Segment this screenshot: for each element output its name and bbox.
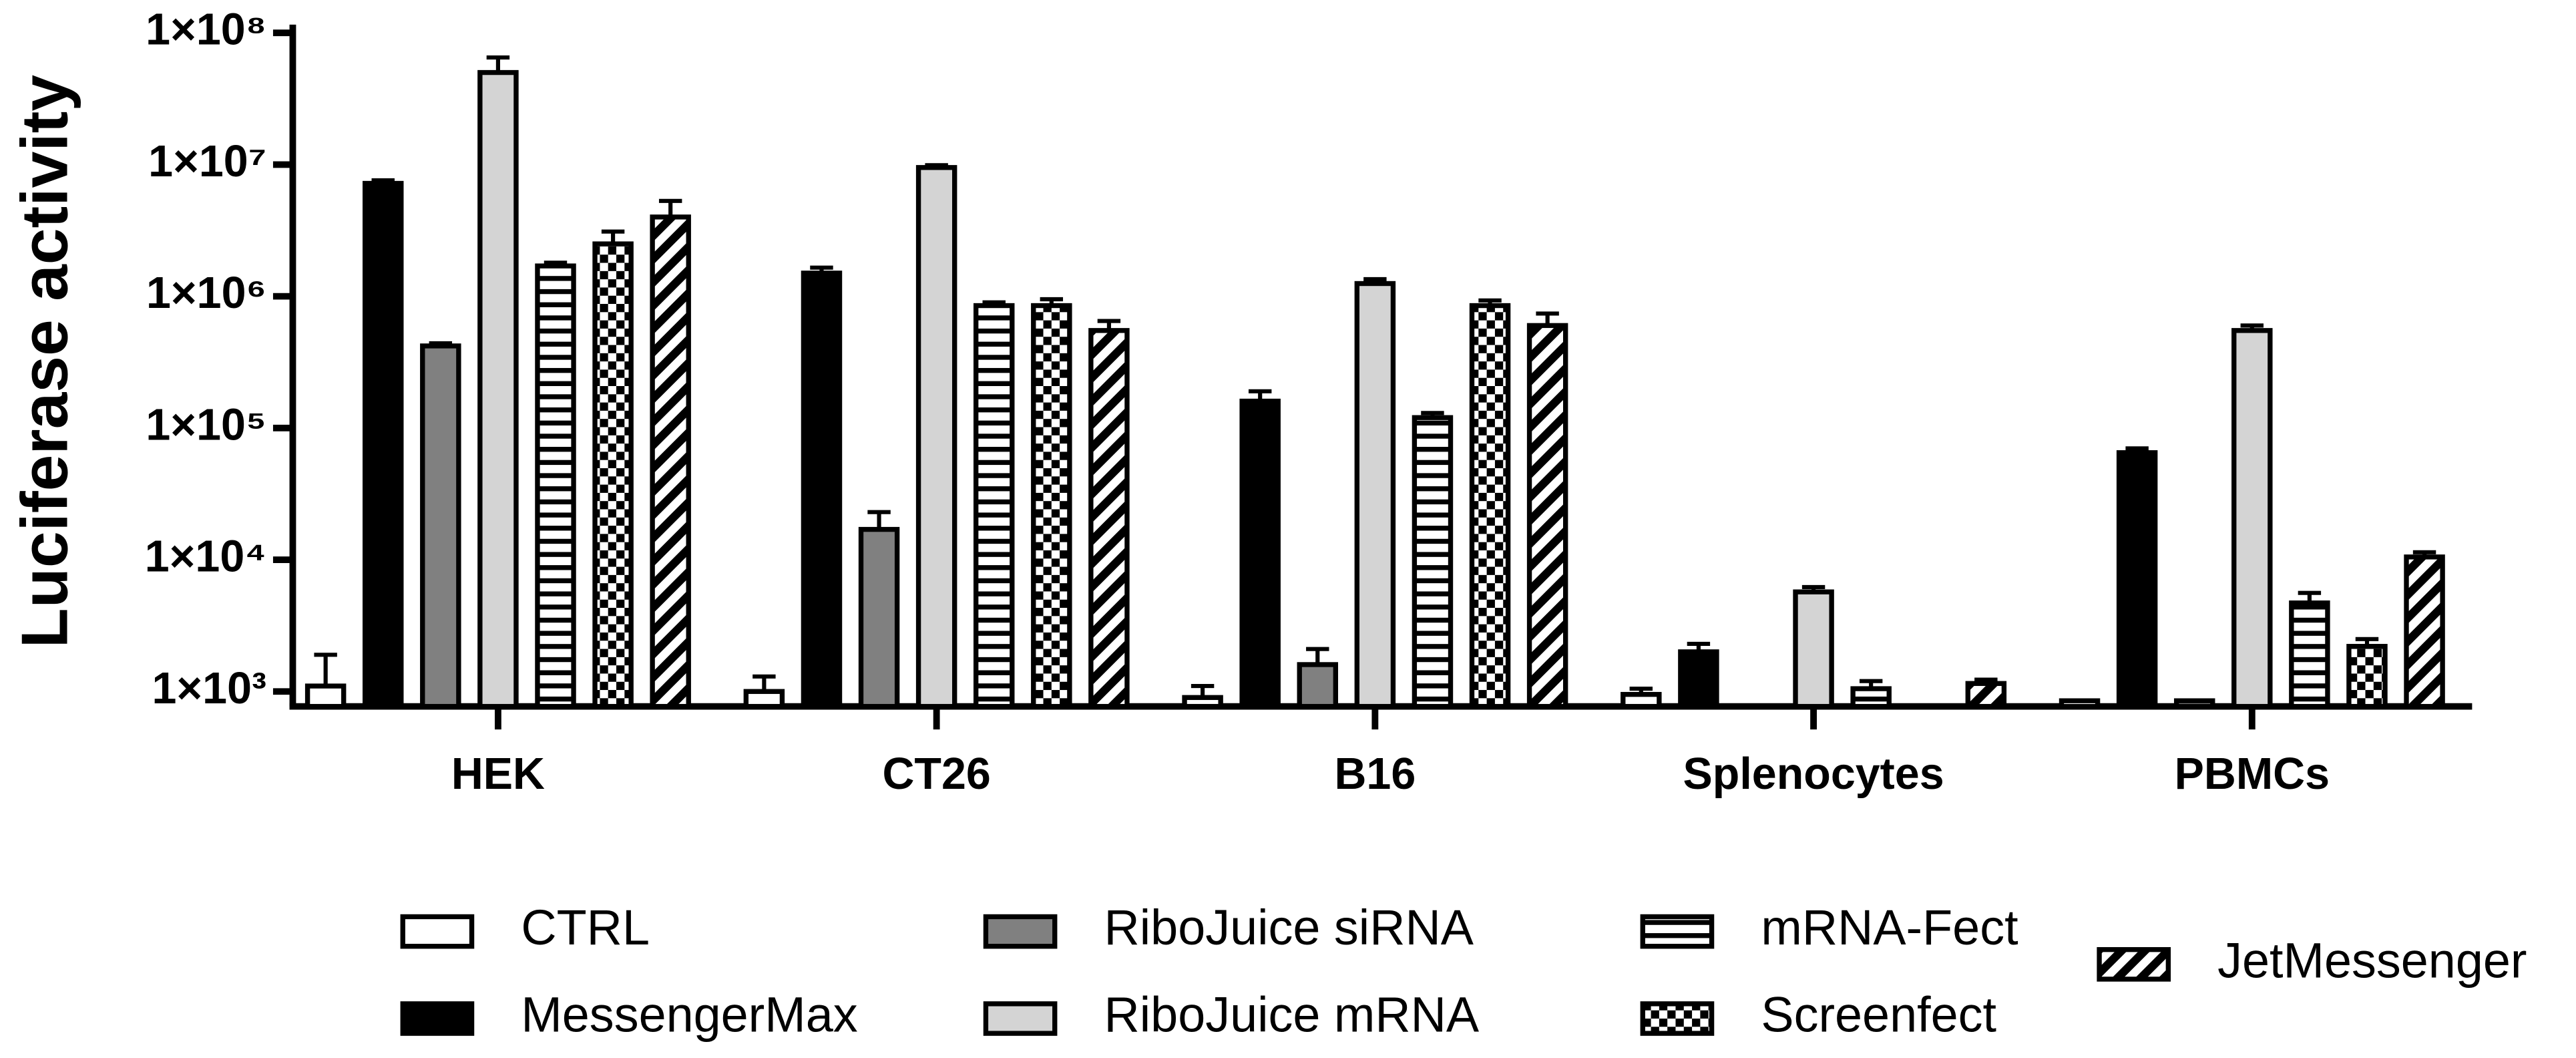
x-tick-label: B16 — [1334, 749, 1416, 799]
bar — [1621, 691, 1662, 709]
bar — [592, 241, 634, 709]
y-tick-label: 1×10⁷ — [148, 137, 266, 186]
error-bar — [1306, 647, 1329, 665]
bar — [2231, 328, 2273, 709]
bar — [2059, 698, 2101, 709]
bar — [2289, 600, 2330, 709]
bar — [915, 165, 957, 709]
y-tick-label: 1×10⁵ — [146, 400, 266, 450]
legend-swatch — [983, 1001, 1058, 1036]
x-tick-label: PBMCs — [2175, 749, 2330, 799]
bar — [1469, 303, 1511, 709]
y-tick-label: 1×10⁶ — [146, 269, 266, 318]
error-bar — [314, 653, 337, 687]
bar — [1182, 695, 1223, 709]
bar — [477, 69, 519, 709]
legend-label: RiboJuice mRNA — [1104, 987, 1480, 1042]
legend-label: MessengerMax — [521, 987, 857, 1042]
y-tick-label: 1×10³ — [152, 664, 266, 713]
bar — [1850, 686, 1892, 709]
bar — [858, 526, 900, 709]
bar — [1965, 681, 2007, 709]
bar — [1031, 303, 1072, 709]
y-axis-label: Luciferase activity — [7, 75, 81, 649]
error-bar — [753, 674, 776, 692]
bar — [2404, 554, 2445, 709]
legend-label: RiboJuice siRNA — [1104, 900, 1474, 955]
legend-swatch — [2097, 946, 2171, 982]
bar — [1412, 415, 1454, 709]
bar — [2173, 698, 2215, 709]
bar — [535, 263, 576, 709]
x-tick-label: HEK — [451, 749, 545, 799]
bar — [363, 180, 404, 709]
bar — [2346, 644, 2388, 709]
error-bar — [867, 510, 891, 530]
bar — [650, 214, 691, 709]
legend-label: mRNA-Fect — [1761, 900, 2018, 955]
legend-swatch — [983, 914, 1058, 949]
x-tick-label: Splenocytes — [1683, 749, 1944, 799]
legend-label: JetMessenger — [2217, 932, 2527, 988]
bar — [1678, 649, 1719, 709]
bar — [743, 689, 785, 709]
error-bar — [658, 198, 682, 217]
y-tick-label: 1×10⁸ — [146, 5, 266, 55]
bar — [1239, 398, 1281, 709]
legend-swatch — [400, 914, 475, 949]
legend-swatch — [1640, 914, 1715, 949]
x-tick-label: CT26 — [882, 749, 990, 799]
bar — [1297, 662, 1339, 709]
bar — [2116, 450, 2158, 709]
legend-swatch — [400, 1001, 475, 1036]
legend-label: CTRL — [521, 900, 650, 955]
bar — [1526, 323, 1568, 709]
bar — [1793, 589, 1834, 709]
legend-swatch — [1640, 1001, 1715, 1036]
bar — [973, 303, 1015, 709]
bar — [420, 343, 461, 709]
bar — [1088, 328, 1130, 709]
bar — [1354, 281, 1396, 709]
bar — [304, 683, 347, 709]
legend-label: Screenfect — [1761, 987, 1996, 1042]
error-bar — [486, 55, 510, 73]
bar — [801, 271, 843, 709]
y-tick-label: 1×10⁴ — [145, 532, 266, 582]
